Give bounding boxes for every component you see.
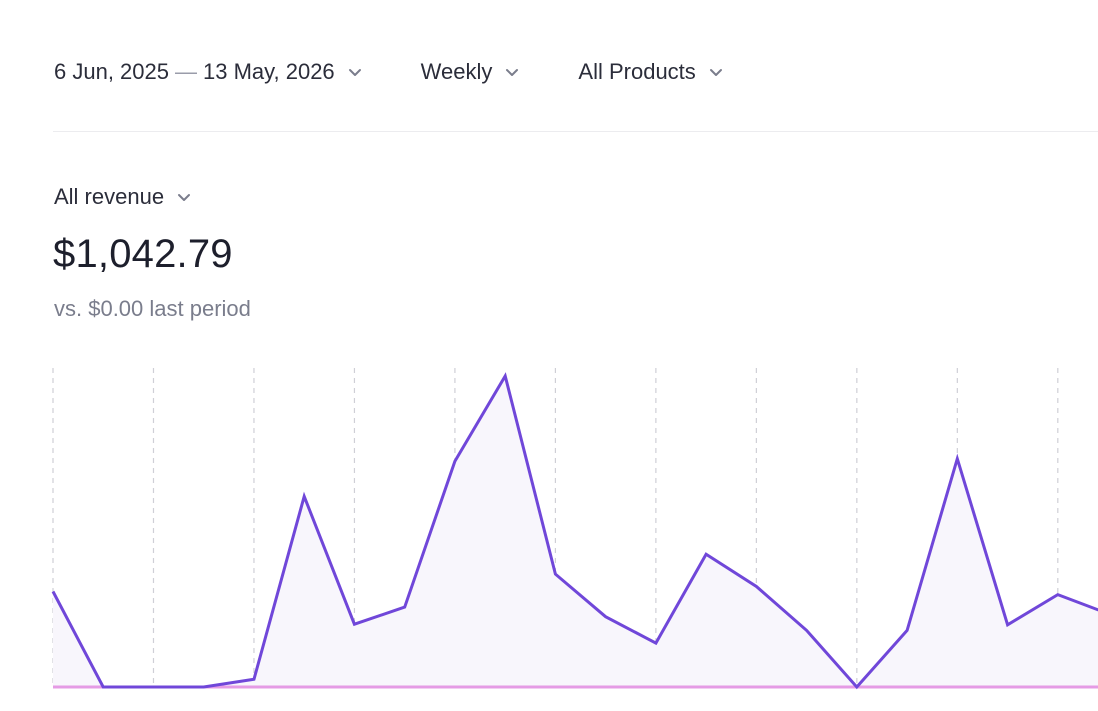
metric-dropdown[interactable]: All revenue	[54, 184, 194, 210]
period-dropdown[interactable]: Weekly	[421, 59, 523, 85]
divider	[53, 131, 1098, 132]
period-label: Weekly	[420, 59, 493, 84]
date-range-start: 6 Jun, 2025	[54, 59, 169, 84]
chevron-down-icon	[706, 62, 726, 82]
chart-grid	[52, 368, 1059, 687]
chevron-down-icon	[345, 62, 365, 82]
date-range-dropdown[interactable]: 6 Jun, 2025 — 13 May, 2026	[54, 59, 365, 85]
metric-value: $1,042.79	[53, 232, 233, 276]
date-range-separator: —	[174, 59, 197, 84]
chevron-down-icon	[174, 187, 194, 207]
product-dropdown[interactable]: All Products	[578, 59, 725, 85]
product-label: All Products	[578, 59, 696, 84]
chevron-down-icon	[502, 62, 522, 82]
metric-selector-label: All revenue	[54, 184, 165, 209]
revenue-line	[51, 372, 1098, 690]
revenue-area	[53, 376, 1098, 687]
filter-bar: 6 Jun, 2025 — 13 May, 2026 Weekly All Pr…	[54, 56, 726, 88]
metric-comparison: vs. $0.00 last period	[54, 296, 251, 321]
date-range-end: 13 May, 2026	[202, 59, 335, 84]
